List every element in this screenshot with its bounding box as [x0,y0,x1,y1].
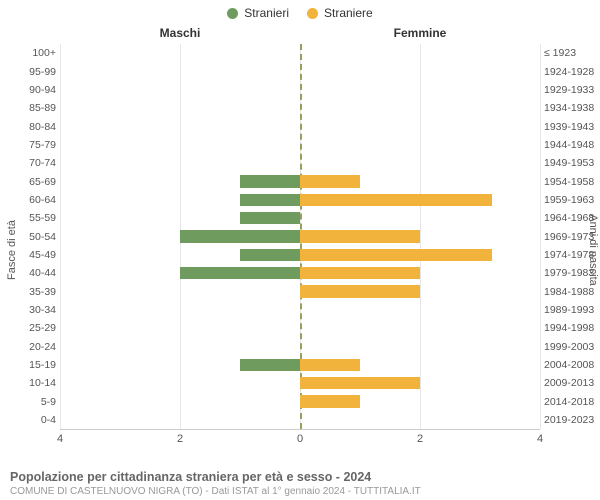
bar-female [300,359,360,371]
birth-year-label: 1939-1943 [540,121,600,132]
x-tick-label: 2 [417,429,423,445]
legend-label-female: Straniere [324,6,373,20]
age-label: 100+ [10,48,60,59]
chart-caption: Popolazione per cittadinanza straniera p… [10,470,371,484]
age-label: 15-19 [10,360,60,371]
age-label: 25-29 [10,323,60,334]
column-headers: Maschi Femmine [60,26,540,40]
age-label: 85-89 [10,103,60,114]
birth-year-label: 2014-2018 [540,396,600,407]
birth-year-label: 1984-1988 [540,286,600,297]
birth-year-label: 1989-1993 [540,305,600,316]
age-row [60,229,540,243]
bar-female [300,175,360,187]
age-row [60,174,540,188]
column-header-left: Maschi [60,26,300,40]
age-row [60,156,540,170]
legend: Stranieri Straniere [0,0,600,20]
bar-male [240,212,300,224]
age-row [60,83,540,97]
birth-year-label: 2004-2008 [540,360,600,371]
age-label: 5-9 [10,396,60,407]
bar-male [240,194,300,206]
age-row [60,321,540,335]
bar-female [300,249,492,261]
bar-male [240,359,300,371]
age-label: 20-24 [10,341,60,352]
bar-male [240,175,300,187]
age-row [60,101,540,115]
bar-female [300,267,420,279]
age-row [60,64,540,78]
bar-male [180,230,300,242]
bar-male [240,249,300,261]
bar-female [300,194,492,206]
age-label: 65-69 [10,176,60,187]
age-label: 55-59 [10,213,60,224]
birth-year-label: 1999-2003 [540,341,600,352]
age-row [60,284,540,298]
legend-item-male: Stranieri [227,6,289,20]
bar-female [300,285,420,297]
birth-year-label: 1934-1938 [540,103,600,114]
age-row [60,394,540,408]
legend-item-female: Straniere [307,6,373,20]
legend-swatch-female [307,8,318,19]
age-label: 35-39 [10,286,60,297]
birth-year-label: 1954-1958 [540,176,600,187]
chart-subcaption: COMUNE DI CASTELNUOVO NIGRA (TO) - Dati … [10,486,421,497]
x-tick-label: 4 [57,429,63,445]
birth-year-label: 1964-1968 [540,213,600,224]
age-row [60,119,540,133]
bar-male [180,267,300,279]
age-row [60,413,540,427]
bar-female [300,230,420,242]
birth-year-label: 1994-1998 [540,323,600,334]
x-tick-label: 4 [537,429,543,445]
bar-female [300,395,360,407]
birth-year-label: 2009-2013 [540,378,600,389]
x-tick-label: 0 [297,429,303,445]
age-row [60,303,540,317]
legend-swatch-male [227,8,238,19]
age-row [60,358,540,372]
birth-year-label: 1949-1953 [540,158,600,169]
birth-year-label: 2019-2023 [540,415,600,426]
birth-year-label: 1979-1983 [540,268,600,279]
age-label: 95-99 [10,66,60,77]
birth-year-label: 1929-1933 [540,85,600,96]
birth-year-label: 1959-1963 [540,195,600,206]
chart-plot-area: 42024100+≤ 192395-991924-192890-941929-1… [60,44,540,430]
age-label: 45-49 [10,250,60,261]
age-label: 40-44 [10,268,60,279]
birth-year-label: 1974-1978 [540,250,600,261]
age-label: 90-94 [10,85,60,96]
age-row [60,138,540,152]
birth-year-label: 1944-1948 [540,140,600,151]
age-label: 10-14 [10,378,60,389]
bar-female [300,377,420,389]
age-row [60,211,540,225]
age-label: 60-64 [10,195,60,206]
age-row [60,339,540,353]
age-label: 50-54 [10,231,60,242]
age-label: 30-34 [10,305,60,316]
birth-year-label: ≤ 1923 [540,48,600,59]
age-label: 75-79 [10,140,60,151]
x-tick-label: 2 [177,429,183,445]
age-label: 80-84 [10,121,60,132]
birth-year-label: 1969-1973 [540,231,600,242]
age-label: 0-4 [10,415,60,426]
age-row [60,193,540,207]
age-label: 70-74 [10,158,60,169]
age-row [60,46,540,60]
legend-label-male: Stranieri [244,6,289,20]
age-row [60,266,540,280]
age-row [60,376,540,390]
age-row [60,248,540,262]
birth-year-label: 1924-1928 [540,66,600,77]
column-header-right: Femmine [300,26,540,40]
